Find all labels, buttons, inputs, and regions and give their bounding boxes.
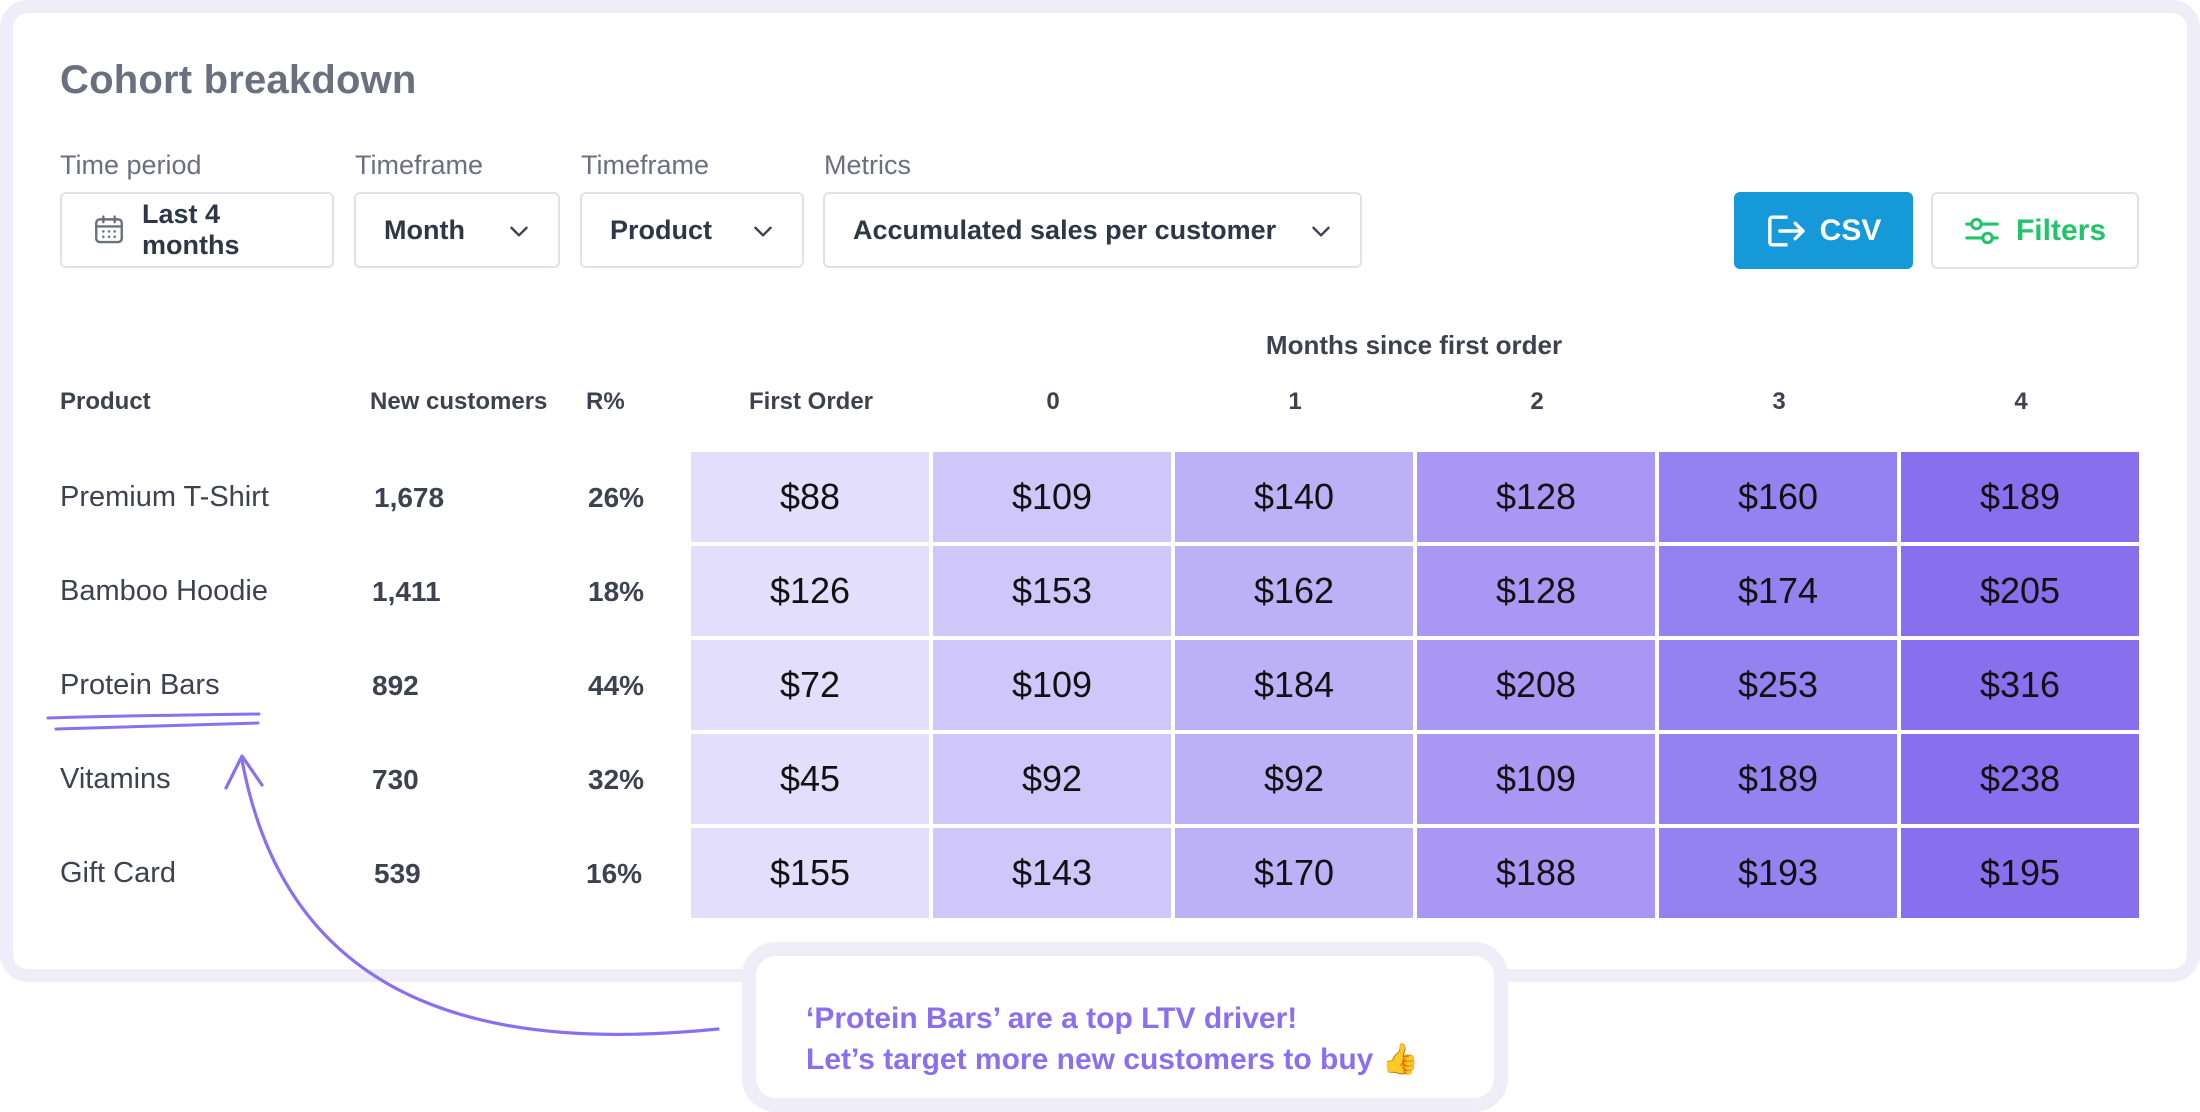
new-customers-column-header: New customers — [370, 388, 548, 415]
heatmap-cell: $109 — [933, 452, 1171, 542]
first-order-column-header: First Order — [748, 388, 874, 415]
row-new-customers: 892 — [372, 670, 419, 701]
callout-line-1: ‘Protein Bars’ are a top LTV driver! — [806, 1002, 1298, 1035]
timeframe-value-2: Product — [610, 214, 713, 245]
heatmap-cell: $92 — [933, 734, 1171, 824]
row-retention: 18% — [588, 576, 645, 607]
row-retention: 16% — [586, 858, 643, 889]
month-0-column-header: 0 — [1046, 388, 1060, 415]
page-title: Cohort breakdown — [60, 58, 417, 102]
time-period-value: Last 4 months — [142, 199, 240, 260]
heatmap-cell: $189 — [1901, 452, 2139, 542]
heatmap-cell: $128 — [1417, 546, 1655, 636]
row-new-customers: 539 — [374, 858, 421, 889]
row-retention: 32% — [588, 764, 645, 795]
timeframe-value: Month — [384, 214, 465, 245]
retention-column-header: R% — [586, 388, 625, 415]
insight-callout: ‘Protein Bars’ are a top LTV driver! Let… — [742, 942, 1508, 1112]
months-since-first-order-header: Months since first order — [1265, 330, 1563, 360]
heatmap-cell: $170 — [1175, 828, 1413, 918]
heatmap-cell: $188 — [1417, 828, 1655, 918]
chevron-down-icon — [1312, 226, 1330, 237]
row-product-premium-t-shirt: Premium T-Shirt — [60, 481, 269, 513]
metrics-select[interactable]: Accumulated sales per customer — [823, 192, 1362, 268]
heatmap-cell: $189 — [1659, 734, 1897, 824]
time-period-label: Time period — [60, 150, 202, 180]
highlight-underline — [46, 712, 261, 731]
callout-text: ‘Protein Bars’ are a top LTV driver! Let… — [806, 998, 1419, 1080]
calendar-icon — [95, 215, 123, 244]
csv-label: CSV — [1819, 213, 1882, 247]
heatmap-cell: $88 — [691, 452, 929, 542]
timeframe-select[interactable]: Month — [354, 192, 560, 268]
timeframe-label-2: Timeframe — [581, 150, 710, 180]
row-product-gift-card: Gift Card — [60, 857, 177, 889]
month-1-column-header: 1 — [1288, 388, 1302, 415]
chevron-down-icon — [510, 226, 528, 237]
heatmap-cell: $140 — [1175, 452, 1413, 542]
timeframe-select-2[interactable]: Product — [580, 192, 804, 268]
callout-line-2: Let’s target more new customers to buy 👍 — [806, 1039, 1419, 1080]
heatmap-cell: $72 — [691, 640, 929, 730]
heatmap-cell: $143 — [933, 828, 1171, 918]
month-3-column-header: 3 — [1772, 388, 1786, 415]
thumbs-up-icon: 👍 — [1381, 1042, 1420, 1077]
row-retention: 26% — [588, 482, 645, 513]
heatmap-cell: $92 — [1175, 734, 1413, 824]
heatmap-cell: $128 — [1417, 452, 1655, 542]
heatmap-cell: $238 — [1901, 734, 2139, 824]
heatmap-cell: $253 — [1659, 640, 1897, 730]
row-new-customers: 1,678 — [374, 482, 445, 513]
heatmap-cell: $193 — [1659, 828, 1897, 918]
export-icon — [1767, 214, 1805, 247]
row-product-vitamins: Vitamins — [60, 763, 171, 795]
heatmap-cell: $316 — [1901, 640, 2139, 730]
heatmap-cell: $45 — [691, 734, 929, 824]
filters-label: Filters — [2015, 213, 2107, 247]
heatmap-cell: $155 — [691, 828, 929, 918]
heatmap-cell: $160 — [1659, 452, 1897, 542]
heatmap-cell: $109 — [933, 640, 1171, 730]
month-2-column-header: 2 — [1530, 388, 1544, 415]
row-new-customers: 1,411 — [372, 576, 441, 607]
row-new-customers: 730 — [372, 764, 419, 795]
timeframe-label: Timeframe — [355, 150, 484, 180]
filters-button[interactable]: Filters — [1931, 192, 2139, 269]
row-retention: 44% — [588, 670, 645, 701]
csv-export-button[interactable]: CSV — [1734, 192, 1913, 269]
sliders-icon — [1965, 217, 1999, 244]
row-product-bamboo-hoodie: Bamboo Hoodie — [60, 575, 268, 607]
heatmap-cell: $184 — [1175, 640, 1413, 730]
metrics-value: Accumulated sales per customer — [853, 214, 1277, 245]
product-column-header: Product — [60, 388, 151, 415]
heatmap-cell: $126 — [691, 546, 929, 636]
time-period-select[interactable]: Last 4 months — [60, 192, 334, 268]
heatmap-cell: $208 — [1417, 640, 1655, 730]
heatmap-cell: $205 — [1901, 546, 2139, 636]
chevron-down-icon — [754, 226, 772, 237]
month-4-column-header: 4 — [2014, 388, 2028, 415]
heatmap-cell: $109 — [1417, 734, 1655, 824]
heatmap-cell: $195 — [1901, 828, 2139, 918]
annotation-arrow — [224, 754, 720, 1036]
heatmap-cell: $162 — [1175, 546, 1413, 636]
row-product-protein-bars: Protein Bars — [60, 669, 220, 701]
heatmap-cell: $153 — [933, 546, 1171, 636]
metrics-label: Metrics — [824, 150, 911, 180]
heatmap-cell: $174 — [1659, 546, 1897, 636]
callout-line-2-text: Let’s target more new customers to buy — [806, 1043, 1374, 1076]
